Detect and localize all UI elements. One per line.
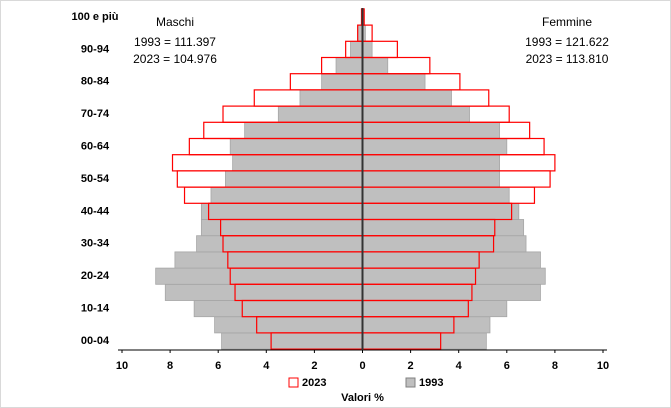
bar bbox=[362, 300, 508, 318]
bar bbox=[362, 121, 500, 139]
bar bbox=[362, 219, 525, 237]
bar bbox=[362, 89, 452, 107]
bar bbox=[164, 283, 363, 301]
y-tick-label: 10-14 bbox=[81, 303, 110, 315]
x-tick-label: 8 bbox=[167, 360, 173, 372]
bar bbox=[200, 219, 363, 237]
bar bbox=[196, 235, 363, 253]
bar bbox=[335, 57, 363, 75]
x-tick-label: 0 bbox=[359, 360, 365, 372]
x-tick-label: 6 bbox=[504, 360, 510, 372]
total-label: 2023 = 104.976 bbox=[133, 52, 217, 66]
bar bbox=[362, 57, 389, 75]
y-tick-label: 20-24 bbox=[81, 270, 110, 282]
bar bbox=[229, 138, 363, 156]
y-tick-label: 80-84 bbox=[81, 76, 110, 88]
bar bbox=[232, 154, 363, 172]
bar bbox=[362, 154, 500, 172]
bar bbox=[362, 316, 491, 334]
bar bbox=[362, 332, 487, 350]
x-tick-label: 10 bbox=[597, 360, 609, 372]
x-tick-label: 6 bbox=[215, 360, 221, 372]
legend-swatch bbox=[288, 377, 299, 388]
y-tick-label: 50-54 bbox=[81, 173, 110, 185]
side-label: Femmine bbox=[542, 15, 592, 29]
side-label: Maschi bbox=[156, 15, 194, 29]
x-tick-label: 8 bbox=[552, 360, 558, 372]
bar bbox=[350, 40, 363, 58]
legend-swatch bbox=[405, 377, 416, 388]
total-label: 1993 = 111.397 bbox=[134, 35, 216, 49]
y-tick-label: 90-94 bbox=[81, 43, 110, 55]
bar bbox=[174, 251, 363, 269]
x-tick-label: 10 bbox=[116, 360, 128, 372]
y-tick-label: 60-64 bbox=[81, 141, 110, 153]
legend-label: 1993 bbox=[419, 377, 443, 389]
x-tick-label: 4 bbox=[263, 360, 270, 372]
x-tick-label: 2 bbox=[408, 360, 414, 372]
bar bbox=[362, 73, 426, 91]
bar bbox=[210, 186, 363, 204]
bar bbox=[362, 251, 541, 269]
bar bbox=[193, 300, 363, 318]
bar bbox=[362, 138, 508, 156]
bar bbox=[362, 267, 546, 285]
total-label: 2023 = 113.810 bbox=[526, 52, 609, 66]
bar bbox=[362, 186, 510, 204]
bar bbox=[214, 316, 363, 334]
bar bbox=[362, 202, 520, 220]
bar bbox=[225, 170, 363, 188]
bar bbox=[362, 170, 500, 188]
bar bbox=[221, 332, 363, 350]
bar bbox=[155, 267, 363, 285]
y-tick-label: 100 e più bbox=[71, 11, 118, 23]
legend-label: 2023 bbox=[302, 377, 326, 389]
y-tick-label: 70-74 bbox=[81, 108, 110, 120]
bar bbox=[277, 105, 363, 123]
x-tick-label: 2 bbox=[311, 360, 317, 372]
bar bbox=[321, 73, 363, 91]
bar bbox=[244, 121, 363, 139]
bar bbox=[362, 40, 373, 58]
bar bbox=[362, 283, 541, 301]
y-tick-label: 00-04 bbox=[81, 335, 110, 347]
y-tick-label: 30-34 bbox=[81, 238, 110, 250]
y-tick-label: 40-44 bbox=[81, 205, 110, 217]
x-axis-title: Valori % bbox=[341, 392, 384, 404]
bar bbox=[200, 202, 363, 220]
bar bbox=[362, 105, 470, 123]
bar bbox=[362, 235, 527, 253]
bar bbox=[299, 89, 363, 107]
x-tick-label: 4 bbox=[456, 360, 463, 372]
total-label: 1993 = 121.622 bbox=[525, 35, 609, 49]
